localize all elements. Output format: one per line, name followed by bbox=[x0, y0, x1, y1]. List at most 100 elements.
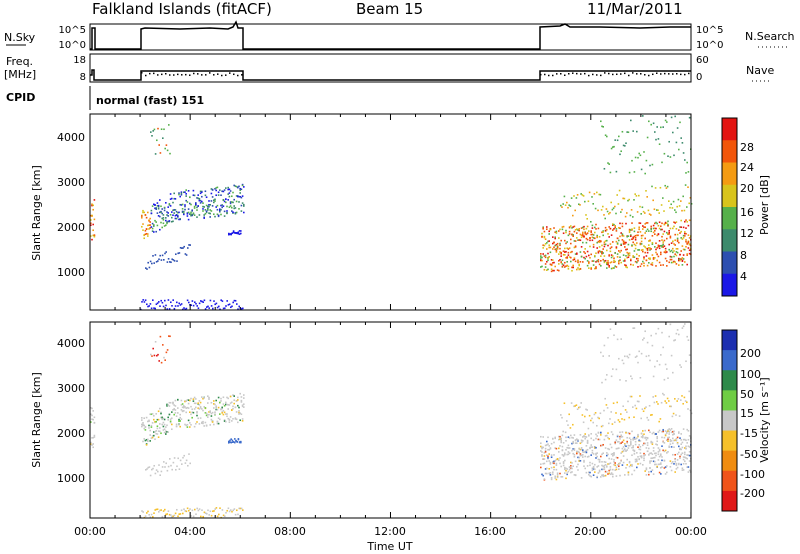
cell-evening bbox=[541, 259, 543, 262]
cell-floor bbox=[237, 308, 239, 310]
cell-arc bbox=[190, 397, 192, 400]
cell-arc bbox=[166, 431, 168, 433]
cell-evening bbox=[614, 226, 616, 229]
cell-arc bbox=[142, 440, 144, 443]
cell-arc bbox=[180, 409, 183, 411]
cell-arc bbox=[229, 402, 232, 404]
cell-arc bbox=[174, 409, 177, 411]
cell-evening bbox=[634, 244, 637, 247]
cell-evening bbox=[624, 246, 626, 248]
cell-arc bbox=[205, 425, 208, 427]
cell-arc bbox=[203, 425, 205, 427]
cell-evening bbox=[566, 257, 568, 259]
cell-floor bbox=[180, 509, 183, 512]
cell-evening bbox=[643, 442, 645, 445]
cell-evening bbox=[658, 261, 661, 264]
cell-evening bbox=[589, 461, 591, 464]
cell-evening bbox=[663, 223, 666, 225]
cell-evening bbox=[626, 449, 628, 451]
cell-arc bbox=[169, 401, 172, 404]
cell-arc bbox=[211, 421, 214, 423]
cell-evening bbox=[637, 259, 639, 262]
cell-evening bbox=[578, 228, 580, 230]
cell-evening bbox=[591, 467, 594, 470]
cell-evening bbox=[602, 258, 604, 261]
cell-evening-upper bbox=[633, 416, 635, 419]
cell-evening bbox=[675, 462, 678, 465]
nave-dot bbox=[588, 74, 590, 77]
cell-arc bbox=[142, 424, 144, 427]
cell-evening bbox=[561, 445, 564, 448]
cell-arc bbox=[153, 225, 155, 227]
cell-evening bbox=[678, 431, 680, 433]
cell-evening bbox=[631, 463, 633, 466]
cell-evening bbox=[553, 227, 555, 229]
cell-arc bbox=[223, 189, 226, 191]
cell-evening-upper bbox=[687, 408, 689, 410]
cell-evening bbox=[638, 222, 640, 224]
cell-arc bbox=[228, 404, 231, 406]
cell-evening-upper bbox=[620, 413, 622, 415]
cell-evening bbox=[643, 264, 645, 267]
cell-evening bbox=[620, 452, 622, 454]
nave-dot bbox=[652, 73, 654, 76]
cell-evening bbox=[577, 440, 579, 442]
cell-evening bbox=[556, 242, 559, 245]
cell-evening bbox=[564, 266, 566, 268]
cell-evening-upper bbox=[630, 395, 633, 398]
cell-evening-upper bbox=[678, 415, 681, 417]
cell-early bbox=[92, 223, 94, 226]
cell-upper bbox=[163, 356, 165, 359]
cell-floor bbox=[230, 509, 232, 511]
cell-mid bbox=[234, 441, 236, 444]
cell-evening bbox=[585, 241, 588, 244]
cell-evening bbox=[558, 259, 560, 262]
cell-arc bbox=[187, 208, 190, 210]
cell-arc bbox=[215, 406, 217, 409]
freq-trace bbox=[90, 69, 691, 81]
cell-evening bbox=[618, 465, 620, 468]
cell-evening bbox=[560, 251, 562, 254]
cell-evening bbox=[658, 471, 661, 474]
cell-evening bbox=[639, 242, 642, 245]
cell-evening bbox=[573, 474, 576, 476]
cell-evening bbox=[544, 238, 547, 241]
cell-evening bbox=[603, 243, 606, 246]
cell-evening bbox=[540, 466, 542, 469]
cell-evening-upper bbox=[597, 209, 599, 212]
cell-evening bbox=[574, 229, 577, 231]
cell-evening bbox=[594, 226, 596, 229]
cell-evening-upper bbox=[586, 409, 588, 411]
cell-arc bbox=[177, 407, 179, 409]
cell-arc bbox=[215, 408, 217, 411]
cell-evening bbox=[682, 458, 685, 461]
cell-arc bbox=[175, 214, 178, 216]
cell-evening bbox=[658, 455, 661, 458]
cell-evening bbox=[615, 447, 618, 450]
cell-evening-upper bbox=[593, 193, 596, 195]
nave-dot bbox=[580, 73, 582, 75]
cell-early bbox=[92, 443, 94, 445]
cell-evening bbox=[648, 471, 650, 473]
cell-evening bbox=[668, 232, 670, 234]
cell-arc bbox=[202, 397, 204, 400]
cell-arc bbox=[150, 209, 153, 212]
cell-evening bbox=[645, 439, 648, 441]
cell-arc bbox=[192, 212, 195, 215]
cell-evening bbox=[638, 458, 640, 461]
cell-evening bbox=[558, 253, 560, 255]
cell-mid bbox=[228, 440, 230, 443]
cell-evening bbox=[682, 462, 685, 465]
cell-evening bbox=[658, 247, 661, 250]
xtick-label-0: 00:00 bbox=[74, 525, 106, 538]
cell-evening bbox=[655, 463, 657, 466]
cell-evening bbox=[578, 264, 580, 267]
cell-evening bbox=[540, 257, 542, 259]
cell-evening bbox=[554, 237, 556, 240]
cell-evening bbox=[596, 247, 598, 249]
cell-evening bbox=[673, 432, 675, 435]
cell-evening bbox=[607, 233, 609, 235]
cell-evening bbox=[576, 452, 578, 455]
cell-arc bbox=[239, 392, 241, 395]
cell-evening bbox=[649, 239, 651, 242]
